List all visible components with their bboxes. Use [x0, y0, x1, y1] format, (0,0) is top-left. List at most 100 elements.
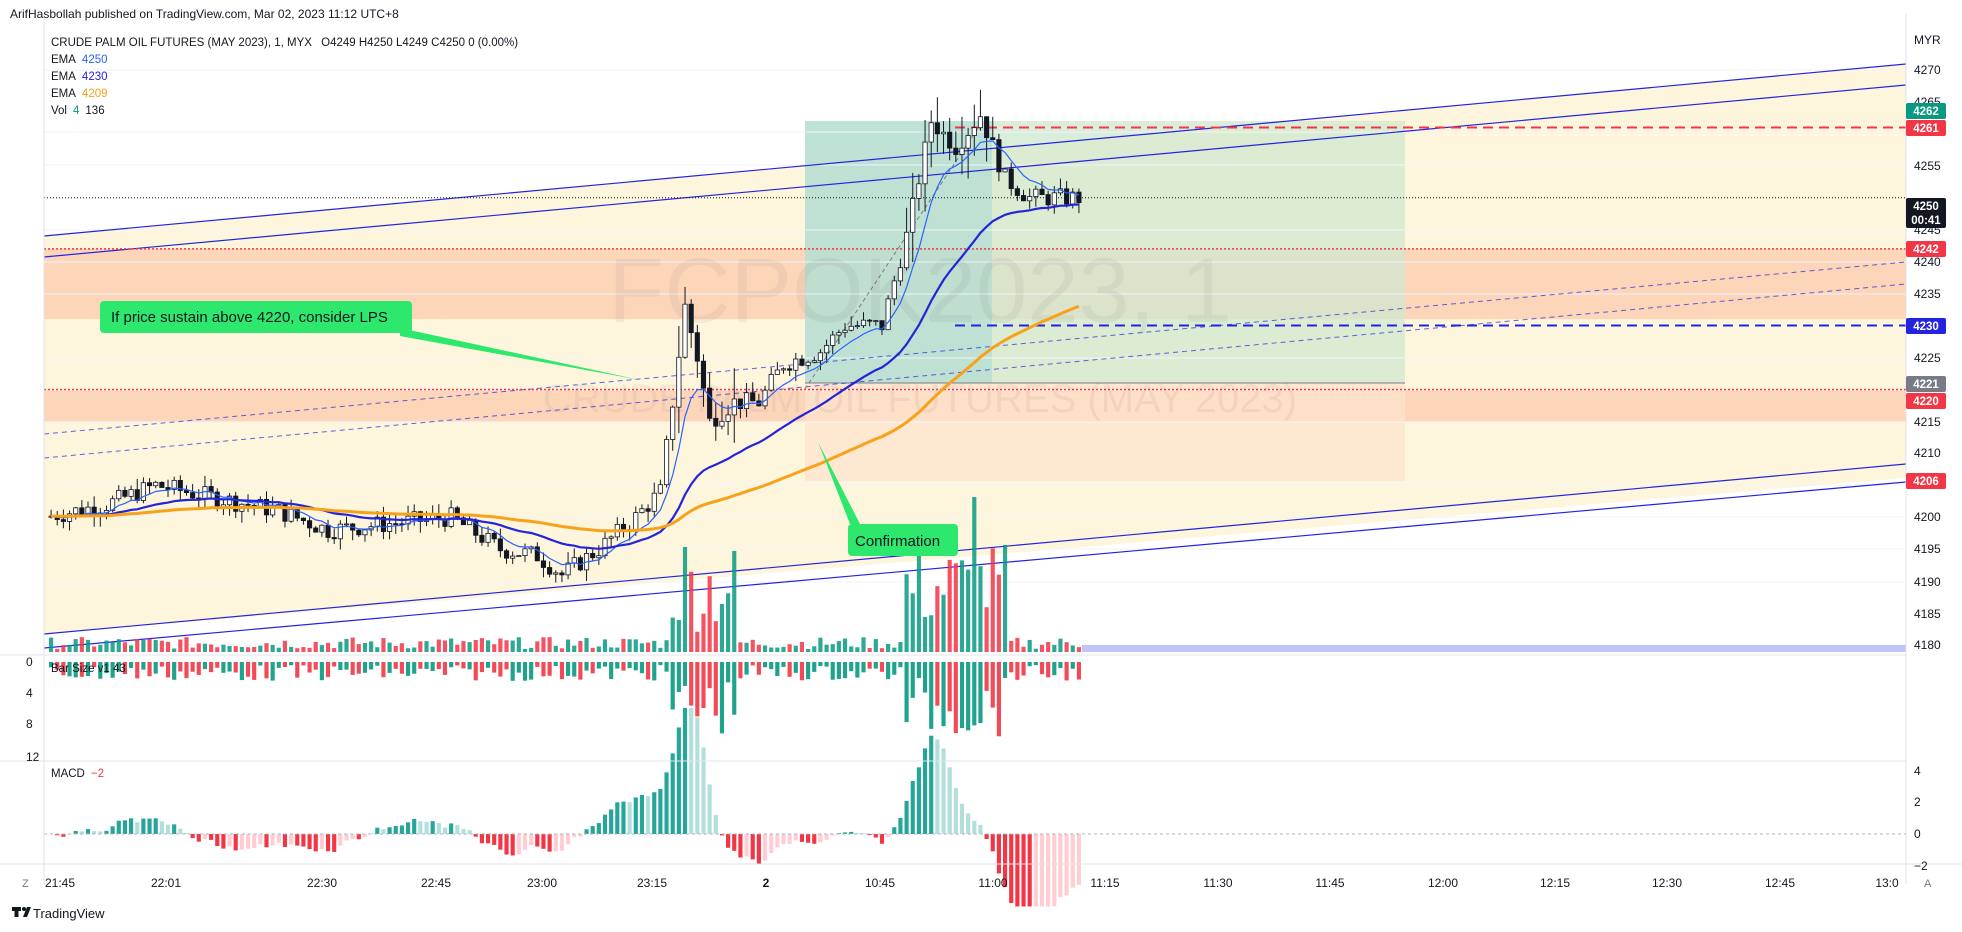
candle — [479, 526, 485, 546]
macd-histogram-bar — [707, 784, 712, 834]
bar-size-bar — [701, 662, 706, 709]
legend-vol-label: Vol — [51, 105, 67, 117]
volume-bar — [566, 639, 571, 652]
candle-body — [947, 131, 953, 149]
bar-size-bar — [387, 662, 392, 673]
volume-bar — [79, 637, 84, 652]
bar-size-bar — [270, 662, 275, 681]
bar-size-bar — [221, 662, 226, 673]
candle — [700, 354, 707, 407]
volume-bar — [319, 645, 324, 652]
macd-histogram-bar — [325, 834, 331, 852]
bar-size-bar — [412, 662, 417, 674]
ema-mid-line — [51, 203, 1079, 550]
macd-histogram-bar — [1033, 834, 1038, 907]
macd-histogram-bar — [972, 820, 977, 834]
candle-body — [780, 368, 787, 371]
bar-size-bar — [498, 662, 503, 677]
volume-bar — [541, 637, 546, 652]
candle-body — [996, 139, 1002, 173]
volume-bar — [504, 640, 509, 652]
macd-histogram-bar — [479, 834, 484, 844]
volume-bar — [338, 641, 343, 652]
candle — [836, 329, 842, 345]
volume-bar — [762, 645, 768, 652]
macd-histogram-bar — [227, 834, 232, 847]
bar-size-bar — [492, 662, 497, 673]
bar-size-bar — [615, 662, 620, 669]
macd-histogram-bar — [332, 834, 337, 852]
bar-size-bar — [609, 662, 614, 679]
macd-histogram-bar — [762, 834, 768, 861]
macd-histogram-bar — [781, 834, 786, 845]
volume-bar — [781, 646, 786, 652]
bar-size-bar — [461, 662, 466, 669]
candle — [676, 326, 682, 434]
candle-body — [497, 538, 503, 552]
volume-bar — [738, 642, 743, 652]
macd-histogram-bar — [190, 834, 195, 839]
bar-size-bar — [338, 662, 343, 671]
price-badge: 4261 — [1906, 120, 1946, 136]
candle — [663, 435, 670, 488]
ema-slow-line — [51, 304, 1080, 533]
candle-body — [460, 517, 467, 526]
bar-size-bar — [812, 662, 817, 672]
time-axis-label: 10:45 — [865, 876, 895, 890]
candle — [817, 349, 823, 371]
price-badge: 4230 — [1906, 318, 1946, 334]
macd-histogram-bar — [658, 788, 663, 834]
candle — [830, 330, 836, 354]
candle — [497, 528, 503, 558]
volume-bar — [498, 638, 503, 652]
macd-histogram-bar — [85, 829, 91, 834]
volume-bar — [547, 637, 552, 652]
candle-body — [744, 392, 750, 410]
candle — [670, 405, 676, 451]
price-axis-label: 4185 — [1914, 607, 1941, 621]
candle-body — [688, 303, 694, 334]
macd-histogram-bar — [147, 818, 152, 834]
bar-size-bar — [245, 662, 251, 677]
bar-size-bar — [929, 662, 934, 729]
volume-bar — [1015, 637, 1020, 652]
volume-bar — [732, 550, 737, 652]
bar-size-bar — [264, 662, 269, 679]
volume-bar — [522, 648, 528, 652]
volume-bar — [682, 547, 688, 652]
candle-body — [116, 489, 122, 500]
candle-body — [719, 420, 725, 427]
volume-bar — [676, 619, 681, 652]
volume-bar — [1070, 645, 1075, 652]
candle — [694, 324, 700, 378]
bar-size-bar — [147, 662, 152, 677]
volume-bar — [806, 648, 811, 652]
volume-bar — [73, 639, 78, 652]
candle-body — [762, 389, 768, 407]
macd-histogram-bar — [196, 834, 201, 842]
macd-histogram-bar — [135, 822, 140, 834]
volume-bar — [726, 593, 731, 652]
macd-histogram-bar — [941, 748, 946, 834]
timezone-button[interactable]: Z — [22, 878, 29, 890]
candle-body — [737, 398, 743, 410]
bar-size-bar — [646, 662, 651, 680]
candle — [356, 529, 362, 537]
channel-upper-2 — [43, 84, 1907, 258]
candle-body — [639, 508, 645, 513]
volume-bar — [916, 549, 921, 652]
macd-histogram-bar — [726, 834, 731, 848]
candle — [1014, 185, 1020, 201]
candle-body — [848, 325, 854, 331]
bar-size-bar — [104, 662, 109, 674]
volume-bar — [510, 640, 515, 652]
volume-bar — [1076, 647, 1081, 652]
time-axis-label: 12:15 — [1540, 876, 1570, 890]
candle — [774, 361, 780, 375]
price-axis-label: 4270 — [1914, 63, 1941, 77]
legend-vol-value1: 4 — [73, 105, 80, 117]
auto-scale-button[interactable]: A — [1924, 878, 1932, 890]
bar-size-bar — [602, 662, 608, 667]
candle — [971, 104, 977, 156]
